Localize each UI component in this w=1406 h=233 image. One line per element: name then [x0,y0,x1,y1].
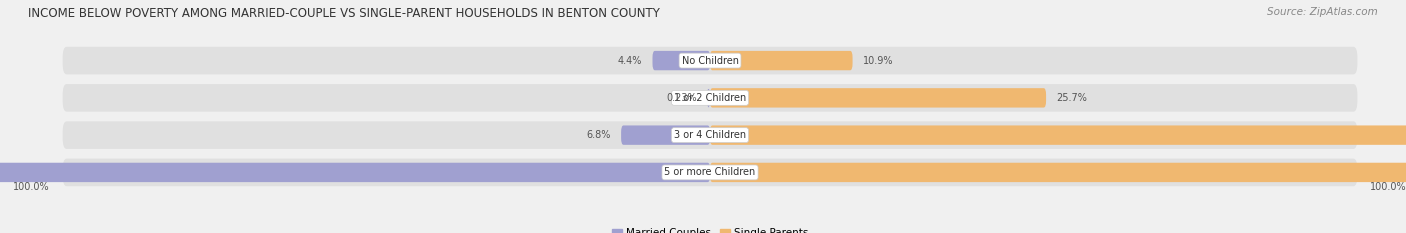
Text: No Children: No Children [682,56,738,65]
Text: 0.23%: 0.23% [666,93,696,103]
FancyBboxPatch shape [710,125,1406,145]
FancyBboxPatch shape [0,163,710,182]
Text: 5 or more Children: 5 or more Children [665,168,755,177]
FancyBboxPatch shape [63,121,1357,149]
FancyBboxPatch shape [710,163,1406,182]
Text: 25.7%: 25.7% [1056,93,1087,103]
Text: INCOME BELOW POVERTY AMONG MARRIED-COUPLE VS SINGLE-PARENT HOUSEHOLDS IN BENTON : INCOME BELOW POVERTY AMONG MARRIED-COUPL… [28,7,659,20]
Text: 6.8%: 6.8% [586,130,610,140]
FancyBboxPatch shape [63,84,1357,112]
FancyBboxPatch shape [63,159,1357,186]
Text: 3 or 4 Children: 3 or 4 Children [673,130,747,140]
Text: 1 or 2 Children: 1 or 2 Children [673,93,747,103]
FancyBboxPatch shape [710,51,852,70]
FancyBboxPatch shape [63,47,1357,74]
FancyBboxPatch shape [710,88,1046,108]
Text: 4.4%: 4.4% [617,56,643,65]
Text: 100.0%: 100.0% [13,182,49,192]
Text: Source: ZipAtlas.com: Source: ZipAtlas.com [1267,7,1378,17]
Text: 100.0%: 100.0% [1371,182,1406,192]
Legend: Married Couples, Single Parents: Married Couples, Single Parents [607,224,813,233]
FancyBboxPatch shape [707,88,710,108]
Text: 10.9%: 10.9% [863,56,894,65]
FancyBboxPatch shape [652,51,710,70]
FancyBboxPatch shape [621,125,710,145]
